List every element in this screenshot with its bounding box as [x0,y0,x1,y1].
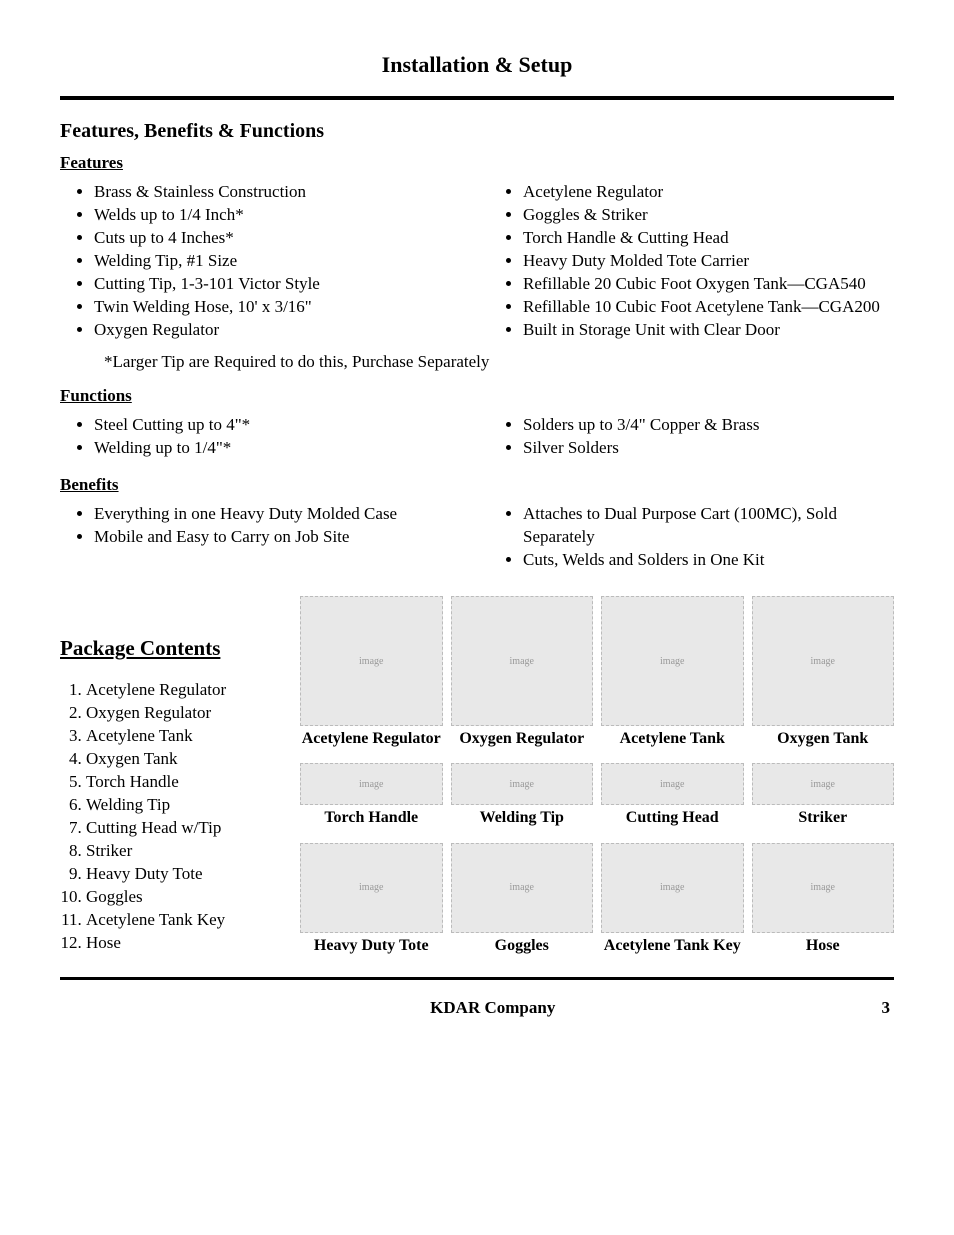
package-item: image Acetylene Tank [601,590,744,747]
product-image-placeholder: image [300,596,443,726]
footer-company: KDAR Company [430,998,555,1018]
product-image-placeholder: image [601,763,744,805]
package-contents-section: Package Contents Acetylene Regulator Oxy… [60,590,894,954]
list-item: Heavy Duty Molded Tote Carrier [523,250,894,273]
package-heading: Package Contents [60,636,290,661]
list-item: Oxygen Tank [86,748,290,771]
list-item: Twin Welding Hose, 10' x 3/16" [94,296,465,319]
functions-columns: Steel Cutting up to 4"* Welding up to 1/… [60,414,894,460]
list-item: Acetylene Tank [86,725,290,748]
list-item: Welding Tip, #1 Size [94,250,465,273]
list-item: Acetylene Tank Key [86,909,290,932]
features-list-left: Brass & Stainless Construction Welds up … [60,181,465,342]
product-image-placeholder: image [451,843,594,933]
product-caption: Acetylene Tank Key [604,937,741,955]
product-caption: Torch Handle [324,809,418,827]
product-image-placeholder: image [451,596,594,726]
product-caption: Oxygen Tank [777,730,868,748]
list-item: Striker [86,840,290,863]
benefits-columns: Everything in one Heavy Duty Molded Case… [60,503,894,572]
product-caption: Welding Tip [480,809,564,827]
product-caption: Goggles [495,937,549,955]
list-item: Welding Tip [86,794,290,817]
title-rule [60,96,894,100]
list-item: Cuts, Welds and Solders in One Kit [523,549,894,572]
section-heading-fbf: Features, Benefits & Functions [60,120,894,143]
product-image-placeholder: image [752,843,895,933]
package-item: image Oxygen Regulator [451,590,594,747]
package-item: image Acetylene Tank Key [601,837,744,954]
page-footer: KDAR Company 3 [60,980,894,1018]
product-image-placeholder: image [300,763,443,805]
list-item: Heavy Duty Tote [86,863,290,886]
list-item: Acetylene Regulator [523,181,894,204]
package-item: image Torch Handle [300,758,443,827]
list-item: Cuts up to 4 Inches* [94,227,465,250]
list-item: Torch Handle [86,771,290,794]
package-image-grid: image Acetylene Regulator image Oxygen Regu… [300,590,894,954]
list-item: Welds up to 1/4 Inch* [94,204,465,227]
product-caption: Acetylene Tank [620,730,725,748]
product-caption: Cutting Head [626,809,719,827]
list-item: Attaches to Dual Purpose Cart (100MC), S… [523,503,894,549]
product-caption: Hose [806,937,840,955]
list-item: Welding up to 1/4"* [94,437,465,460]
product-image-placeholder: image [451,763,594,805]
page-title: Installation & Setup [60,52,894,78]
product-caption: Oxygen Regulator [459,730,584,748]
product-caption: Heavy Duty Tote [314,937,429,955]
package-item: image Heavy Duty Tote [300,837,443,954]
footer-page-number: 3 [882,998,891,1018]
features-list-right: Acetylene Regulator Goggles & Striker To… [489,181,894,342]
product-caption: Striker [798,809,847,827]
list-item: Oxygen Regulator [86,702,290,725]
package-item: image Acetylene Regulator [300,590,443,747]
package-item: image Hose [752,837,895,954]
functions-list-left: Steel Cutting up to 4"* Welding up to 1/… [60,414,465,460]
functions-list-right: Solders up to 3/4" Copper & Brass Silver… [489,414,894,460]
list-item: Everything in one Heavy Duty Molded Case [94,503,465,526]
list-item: Mobile and Easy to Carry on Job Site [94,526,465,549]
package-item: image Goggles [451,837,594,954]
package-list: Acetylene Regulator Oxygen Regulator Ace… [60,679,290,954]
functions-heading: Functions [60,386,894,406]
product-caption: Acetylene Regulator [302,730,441,748]
list-item: Goggles & Striker [523,204,894,227]
benefits-list-left: Everything in one Heavy Duty Molded Case… [60,503,465,549]
features-columns: Brass & Stainless Construction Welds up … [60,181,894,342]
list-item: Built in Storage Unit with Clear Door [523,319,894,342]
list-item: Refillable 20 Cubic Foot Oxygen Tank—CGA… [523,273,894,296]
list-item: Torch Handle & Cutting Head [523,227,894,250]
package-item: image Oxygen Tank [752,590,895,747]
product-image-placeholder: image [601,843,744,933]
list-item: Goggles [86,886,290,909]
list-item: Acetylene Regulator [86,679,290,702]
list-item: Brass & Stainless Construction [94,181,465,204]
list-item: Cutting Head w/Tip [86,817,290,840]
benefits-heading: Benefits [60,475,894,495]
list-item: Cutting Tip, 1-3-101 Victor Style [94,273,465,296]
product-image-placeholder: image [752,596,895,726]
package-item: image Striker [752,758,895,827]
product-image-placeholder: image [300,843,443,933]
product-image-placeholder: image [752,763,895,805]
package-item: image Welding Tip [451,758,594,827]
product-image-placeholder: image [601,596,744,726]
features-footnote: *Larger Tip are Required to do this, Pur… [104,352,894,372]
list-item: Silver Solders [523,437,894,460]
benefits-list-right: Attaches to Dual Purpose Cart (100MC), S… [489,503,894,572]
list-item: Solders up to 3/4" Copper & Brass [523,414,894,437]
list-item: Hose [86,932,290,955]
list-item: Oxygen Regulator [94,319,465,342]
package-item: image Cutting Head [601,758,744,827]
list-item: Refillable 10 Cubic Foot Acetylene Tank—… [523,296,894,319]
features-heading: Features [60,153,894,173]
list-item: Steel Cutting up to 4"* [94,414,465,437]
